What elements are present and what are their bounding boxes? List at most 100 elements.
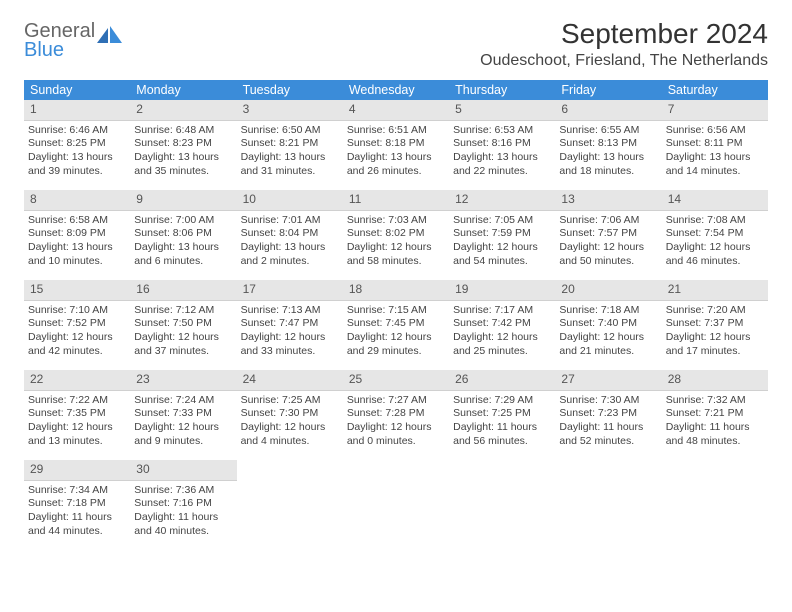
- daylight-text: Daylight: 11 hours and 48 minutes.: [666, 421, 764, 448]
- day-number: 30: [130, 460, 236, 481]
- calendar-cell: [555, 460, 661, 550]
- sunrise-text: Sunrise: 7:30 AM: [559, 394, 657, 408]
- day-number: 1: [24, 100, 130, 121]
- sunset-text: Sunset: 7:18 PM: [28, 497, 126, 511]
- calendar-page: General Blue September 2024 Oudeschoot, …: [0, 0, 792, 568]
- calendar-cell: 1Sunrise: 6:46 AMSunset: 8:25 PMDaylight…: [24, 100, 130, 190]
- calendar-cell: 6Sunrise: 6:55 AMSunset: 8:13 PMDaylight…: [555, 100, 661, 190]
- calendar-cell: 16Sunrise: 7:12 AMSunset: 7:50 PMDayligh…: [130, 280, 236, 370]
- calendar-cell: 12Sunrise: 7:05 AMSunset: 7:59 PMDayligh…: [449, 190, 555, 280]
- day-number: 11: [343, 190, 449, 211]
- day-number: 28: [662, 370, 768, 391]
- day-number: 12: [449, 190, 555, 211]
- sunset-text: Sunset: 7:23 PM: [559, 407, 657, 421]
- day-number: 24: [237, 370, 343, 391]
- logo: General Blue: [24, 18, 123, 60]
- dayheader-monday: Monday: [130, 80, 236, 100]
- logo-word2: Blue: [24, 39, 64, 61]
- sunrise-text: Sunrise: 6:58 AM: [28, 214, 126, 228]
- sunrise-text: Sunrise: 7:22 AM: [28, 394, 126, 408]
- day-number: 3: [237, 100, 343, 121]
- calendar-cell: 19Sunrise: 7:17 AMSunset: 7:42 PMDayligh…: [449, 280, 555, 370]
- daylight-text: Daylight: 11 hours and 56 minutes.: [453, 421, 551, 448]
- day-number: 13: [555, 190, 661, 211]
- day-number: 17: [237, 280, 343, 301]
- daylight-text: Daylight: 12 hours and 50 minutes.: [559, 241, 657, 268]
- sunrise-text: Sunrise: 7:34 AM: [28, 484, 126, 498]
- daylight-text: Daylight: 12 hours and 25 minutes.: [453, 331, 551, 358]
- sunset-text: Sunset: 7:40 PM: [559, 317, 657, 331]
- header: General Blue September 2024 Oudeschoot, …: [24, 18, 768, 70]
- day-number: 4: [343, 100, 449, 121]
- day-content: Sunrise: 7:29 AMSunset: 7:25 PMDaylight:…: [449, 393, 555, 451]
- daylight-text: Daylight: 12 hours and 46 minutes.: [666, 241, 764, 268]
- day-number: 2: [130, 100, 236, 121]
- sunset-text: Sunset: 7:47 PM: [241, 317, 339, 331]
- calendar-cell: 24Sunrise: 7:25 AMSunset: 7:30 PMDayligh…: [237, 370, 343, 460]
- daylight-text: Daylight: 13 hours and 22 minutes.: [453, 151, 551, 178]
- sunrise-text: Sunrise: 7:32 AM: [666, 394, 764, 408]
- daylight-text: Daylight: 12 hours and 9 minutes.: [134, 421, 232, 448]
- daylight-text: Daylight: 13 hours and 2 minutes.: [241, 241, 339, 268]
- dayheader-friday: Friday: [555, 80, 661, 100]
- day-content: Sunrise: 7:27 AMSunset: 7:28 PMDaylight:…: [343, 393, 449, 451]
- sunset-text: Sunset: 7:30 PM: [241, 407, 339, 421]
- calendar-cell: 22Sunrise: 7:22 AMSunset: 7:35 PMDayligh…: [24, 370, 130, 460]
- daylight-text: Daylight: 11 hours and 52 minutes.: [559, 421, 657, 448]
- calendar-cell: 8Sunrise: 6:58 AMSunset: 8:09 PMDaylight…: [24, 190, 130, 280]
- sunrise-text: Sunrise: 7:20 AM: [666, 304, 764, 318]
- logo-sail-icon: [97, 26, 123, 44]
- sunrise-text: Sunrise: 7:03 AM: [347, 214, 445, 228]
- day-number: 7: [662, 100, 768, 121]
- daylight-text: Daylight: 12 hours and 13 minutes.: [28, 421, 126, 448]
- day-content: Sunrise: 7:08 AMSunset: 7:54 PMDaylight:…: [662, 213, 768, 271]
- day-number: 9: [130, 190, 236, 211]
- daylight-text: Daylight: 12 hours and 58 minutes.: [347, 241, 445, 268]
- day-number: 29: [24, 460, 130, 481]
- sunset-text: Sunset: 7:35 PM: [28, 407, 126, 421]
- daylight-text: Daylight: 13 hours and 10 minutes.: [28, 241, 126, 268]
- day-number: 14: [662, 190, 768, 211]
- sunset-text: Sunset: 8:02 PM: [347, 227, 445, 241]
- sunset-text: Sunset: 7:59 PM: [453, 227, 551, 241]
- sunrise-text: Sunrise: 6:48 AM: [134, 124, 232, 138]
- sunrise-text: Sunrise: 7:36 AM: [134, 484, 232, 498]
- daylight-text: Daylight: 12 hours and 54 minutes.: [453, 241, 551, 268]
- day-content: Sunrise: 7:20 AMSunset: 7:37 PMDaylight:…: [662, 303, 768, 361]
- day-number: 23: [130, 370, 236, 391]
- sunrise-text: Sunrise: 7:13 AM: [241, 304, 339, 318]
- calendar-week-row: 15Sunrise: 7:10 AMSunset: 7:52 PMDayligh…: [24, 280, 768, 370]
- sunrise-text: Sunrise: 7:06 AM: [559, 214, 657, 228]
- calendar-cell: 14Sunrise: 7:08 AMSunset: 7:54 PMDayligh…: [662, 190, 768, 280]
- calendar-cell: 5Sunrise: 6:53 AMSunset: 8:16 PMDaylight…: [449, 100, 555, 190]
- daylight-text: Daylight: 13 hours and 39 minutes.: [28, 151, 126, 178]
- day-number: 19: [449, 280, 555, 301]
- day-content: Sunrise: 7:24 AMSunset: 7:33 PMDaylight:…: [130, 393, 236, 451]
- calendar-cell: 9Sunrise: 7:00 AMSunset: 8:06 PMDaylight…: [130, 190, 236, 280]
- day-content: Sunrise: 7:00 AMSunset: 8:06 PMDaylight:…: [130, 213, 236, 271]
- day-number: 18: [343, 280, 449, 301]
- sunrise-text: Sunrise: 6:56 AM: [666, 124, 764, 138]
- day-content: Sunrise: 7:12 AMSunset: 7:50 PMDaylight:…: [130, 303, 236, 361]
- sunrise-text: Sunrise: 6:51 AM: [347, 124, 445, 138]
- sunset-text: Sunset: 7:16 PM: [134, 497, 232, 511]
- day-content: Sunrise: 7:18 AMSunset: 7:40 PMDaylight:…: [555, 303, 661, 361]
- dayheader-tuesday: Tuesday: [237, 80, 343, 100]
- day-content: Sunrise: 7:34 AMSunset: 7:18 PMDaylight:…: [24, 483, 130, 541]
- sunset-text: Sunset: 7:33 PM: [134, 407, 232, 421]
- daylight-text: Daylight: 12 hours and 33 minutes.: [241, 331, 339, 358]
- calendar-table: Sunday Monday Tuesday Wednesday Thursday…: [24, 80, 768, 550]
- sunrise-text: Sunrise: 7:18 AM: [559, 304, 657, 318]
- calendar-cell: 17 Sunrise: 7:13 AMSunset: 7:47 PMDayligh…: [237, 280, 343, 370]
- calendar-body: 1Sunrise: 6:46 AMSunset: 8:25 PMDaylight…: [24, 100, 768, 550]
- sunrise-text: Sunrise: 7:24 AM: [134, 394, 232, 408]
- day-number: 5: [449, 100, 555, 121]
- sunset-text: Sunset: 8:11 PM: [666, 137, 764, 151]
- daylight-text: Daylight: 13 hours and 18 minutes.: [559, 151, 657, 178]
- daylight-text: Daylight: 13 hours and 35 minutes.: [134, 151, 232, 178]
- sunset-text: Sunset: 7:37 PM: [666, 317, 764, 331]
- day-content: Sunrise: 7:10 AMSunset: 7:52 PMDaylight:…: [24, 303, 130, 361]
- dayheader-sunday: Sunday: [24, 80, 130, 100]
- calendar-header-row: Sunday Monday Tuesday Wednesday Thursday…: [24, 80, 768, 100]
- sunset-text: Sunset: 8:04 PM: [241, 227, 339, 241]
